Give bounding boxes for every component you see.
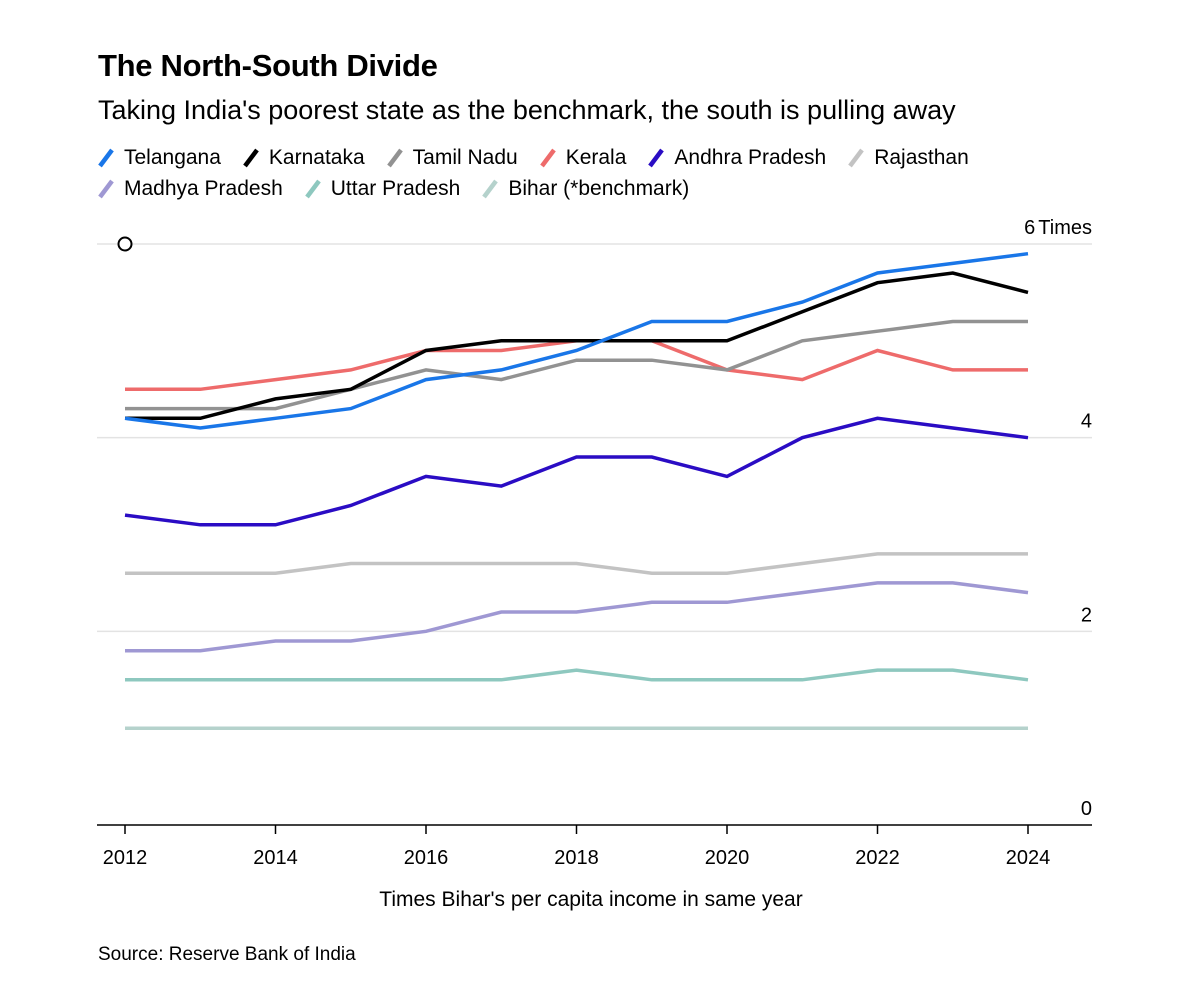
- legend-swatch-icon: [98, 179, 114, 198]
- x-tick-label: 2016: [404, 847, 449, 869]
- legend: Telangana Karnataka Tamil Nadu Kerala An…: [98, 142, 1098, 204]
- legend-row: Madhya Pradesh Uttar Pradesh Bihar (*ben…: [98, 173, 1098, 204]
- legend-swatch-icon: [98, 148, 114, 167]
- legend-item-rajasthan: Rajasthan: [848, 146, 969, 170]
- series-line-andhra-pradesh: [124, 416, 1029, 527]
- legend-swatch-icon: [648, 148, 665, 167]
- legend-label: Andhra Pradesh: [674, 145, 827, 169]
- x-axis-label: Times Bihar's per capita income in same …: [379, 888, 803, 911]
- legend-swatch-icon: [539, 148, 556, 167]
- legend-item-andhra-pradesh: Andhra Pradesh: [648, 146, 826, 170]
- x-tick-label: 2020: [705, 847, 750, 869]
- y-tick-label: 0: [1081, 798, 1092, 820]
- x-tick-label: 2018: [554, 847, 599, 869]
- legend-item-karnataka: Karnataka: [243, 146, 365, 170]
- series-line-uttar-pradesh: [125, 668, 1029, 682]
- x-tick-label: 2022: [855, 847, 900, 869]
- x-tick-label: 2012: [103, 847, 148, 869]
- legend-label: Bihar (*benchmark): [508, 176, 690, 200]
- origin-marker-icon: [117, 236, 133, 252]
- series-line-telangana: [124, 251, 1029, 430]
- legend-label: Rajasthan: [874, 145, 969, 169]
- series-line-rajasthan: [125, 552, 1028, 575]
- legend-item-uttar-pradesh: Uttar Pradesh: [304, 176, 461, 201]
- legend-item-madhya-pradesh: Madhya Pradesh: [98, 177, 283, 201]
- legend-swatch-icon: [243, 148, 259, 167]
- legend-swatch-icon: [482, 179, 499, 198]
- series-line-madhya-pradesh: [125, 581, 1029, 653]
- legend-swatch-icon: [304, 179, 321, 198]
- legend-label: Telangana: [124, 145, 221, 169]
- legend-label: Kerala: [565, 145, 627, 169]
- series-line-kerala: [125, 339, 1028, 392]
- chart-title: The North-South Divide: [98, 48, 438, 83]
- series-line-tamil-nadu: [125, 319, 1028, 411]
- chart-subtitle: Taking India's poorest state as the benc…: [98, 95, 956, 125]
- series-line-karnataka: [125, 271, 1029, 421]
- source-note: Source: Reserve Bank of India: [98, 944, 356, 965]
- legend-item-kerala: Kerala: [539, 145, 627, 170]
- y-tick-label: 6 Times: [1024, 217, 1092, 239]
- x-tick-label: 2014: [253, 847, 298, 869]
- y-tick-label: 4: [1081, 411, 1092, 433]
- legend-item-bihar: Bihar (*benchmark): [482, 177, 689, 201]
- legend-label: Tamil Nadu: [412, 145, 518, 169]
- legend-item-telangana: Telangana: [98, 146, 221, 170]
- legend-label: Madhya Pradesh: [124, 176, 283, 200]
- legend-row: Telangana Karnataka Tamil Nadu Kerala An…: [98, 142, 1098, 173]
- x-tick-label: 2024: [1006, 847, 1051, 869]
- legend-item-tamil-nadu: Tamil Nadu: [386, 145, 518, 170]
- legend-label: Uttar Pradesh: [330, 176, 461, 200]
- legend-label: Karnataka: [268, 145, 365, 169]
- legend-swatch-icon: [386, 148, 403, 167]
- legend-swatch-icon: [848, 148, 864, 167]
- y-tick-label: 2: [1081, 604, 1092, 626]
